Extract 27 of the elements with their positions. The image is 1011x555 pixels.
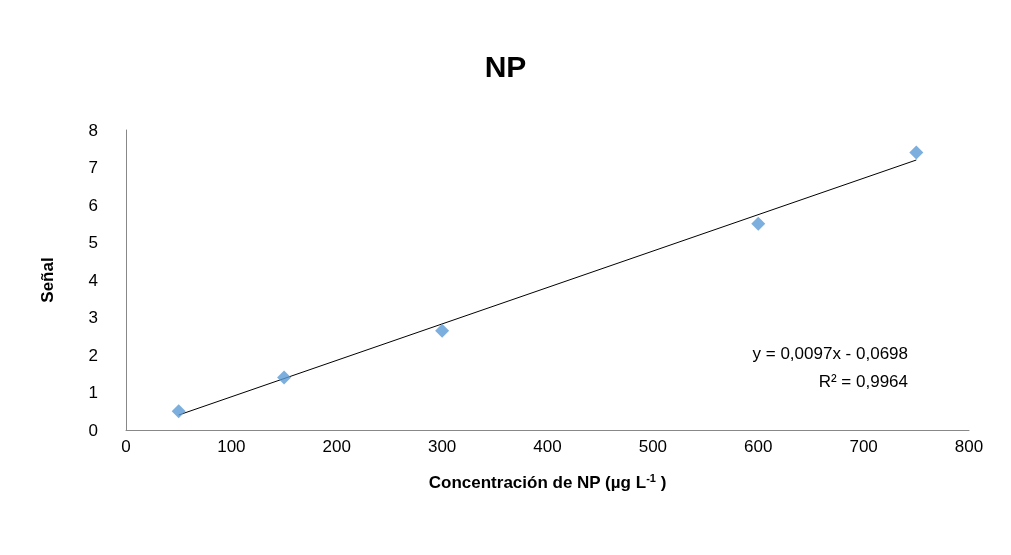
annotation: y = 0,0097x - 0,0698 [752, 344, 909, 363]
y-tick-label: 3 [88, 308, 98, 327]
x-tick-label: 300 [427, 437, 457, 456]
y-axis-title: Señal [38, 257, 57, 303]
x-tick-label: 0 [121, 437, 131, 456]
x-tick-label: 700 [849, 437, 878, 456]
point [277, 370, 292, 385]
x-tick-label: 800 [954, 437, 984, 456]
y-tick-label: 1 [88, 383, 98, 402]
y-tick-label: 8 [88, 120, 98, 140]
y-tick-label: 5 [88, 233, 98, 252]
point [435, 323, 450, 338]
y-tick-label: 2 [88, 345, 98, 365]
y-tick-label: 7 [88, 158, 98, 177]
x-tick-label: 600 [744, 437, 773, 456]
y-tick-label: 0 [88, 420, 98, 440]
point [909, 145, 924, 160]
y-tick-label: 4 [88, 270, 98, 290]
chart-title: NP [484, 49, 527, 83]
x-tick-label: 400 [533, 437, 562, 456]
point [171, 404, 186, 419]
y-tick-label: 6 [88, 195, 98, 215]
point [751, 216, 766, 231]
x-tick-label: 500 [638, 437, 668, 456]
annotation: R² = 0,9964 [818, 372, 908, 391]
x-tick-label: 100 [217, 437, 246, 456]
x-tick-label: 200 [322, 437, 351, 456]
